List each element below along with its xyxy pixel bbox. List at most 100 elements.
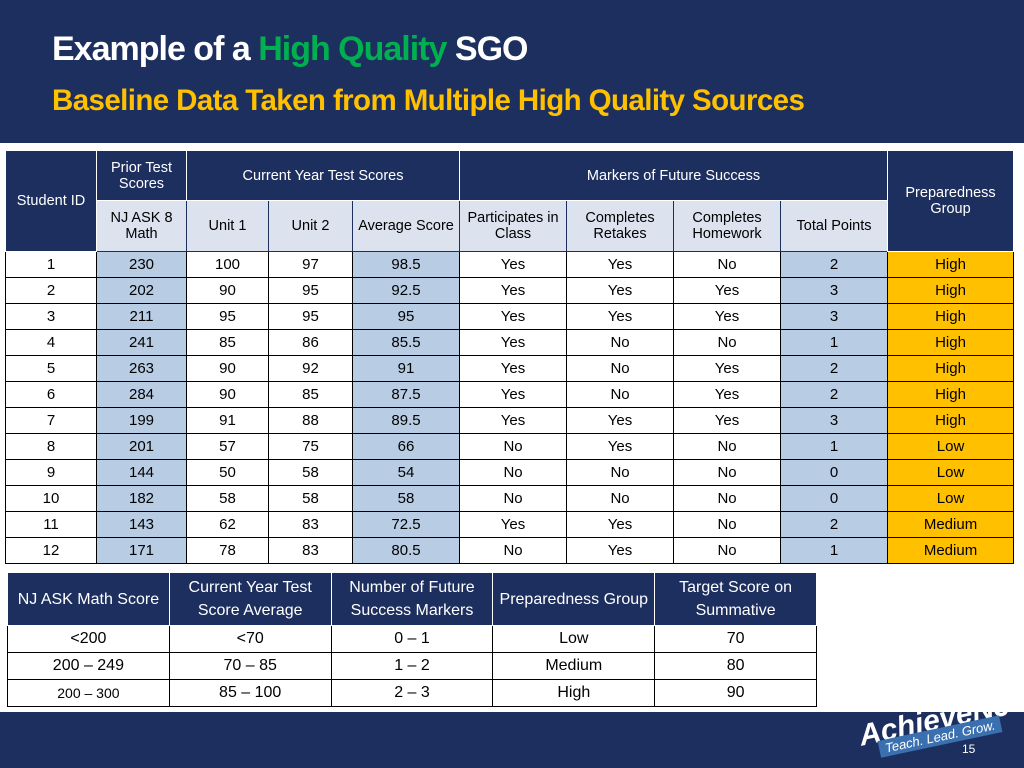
cell: No — [459, 537, 568, 564]
cell: 2 — [780, 355, 889, 382]
row: 200 – 300 85 – 100 2 – 3 High 90 — [7, 679, 817, 707]
cell: Yes — [673, 277, 782, 304]
cell: Medium — [492, 652, 656, 680]
cell: 95 — [268, 303, 353, 330]
cell: 58 — [268, 459, 353, 486]
cell: High — [492, 679, 656, 707]
cell: 85.5 — [351, 329, 461, 356]
cell: No — [459, 433, 568, 460]
cell: 58 — [351, 485, 461, 512]
cell: 10 — [5, 485, 97, 512]
cell: 11 — [5, 511, 97, 538]
cell: Yes — [566, 537, 675, 564]
cell: High — [887, 329, 1015, 356]
cell: 80.5 — [351, 537, 461, 564]
subtitle: Baseline Data Taken from Multiple High Q… — [52, 84, 805, 117]
cell: 62 — [186, 511, 269, 538]
title-suffix: SGO — [454, 30, 529, 68]
cell: Yes — [566, 511, 675, 538]
cell: 182 — [96, 485, 187, 512]
cell: 2 — [780, 381, 889, 408]
cell: <70 — [168, 625, 332, 653]
cell: 58 — [268, 485, 353, 512]
row: 8 201 57 75 66 No Yes No 1 Low — [5, 433, 1015, 460]
cell: 95 — [351, 303, 461, 330]
cell: 241 — [96, 329, 187, 356]
cell: 171 — [96, 537, 187, 564]
cell: 95 — [268, 277, 353, 304]
row: 1 230 100 97 98.5 Yes Yes No 2 High — [5, 251, 1015, 278]
cell: 2 — [780, 251, 889, 278]
cell: Medium — [887, 537, 1015, 564]
cell: High — [887, 251, 1015, 278]
cell: 1 — [5, 251, 97, 278]
header-cell: Preparedness Group — [492, 572, 656, 626]
header-cell: Markers of Future Success — [459, 150, 889, 201]
cell: Yes — [459, 277, 568, 304]
cell: 211 — [96, 303, 187, 330]
row: 9 144 50 58 54 No No No 0 Low — [5, 459, 1015, 486]
cell: 3 — [5, 303, 97, 330]
cell: 263 — [96, 355, 187, 382]
cell: 2 — [5, 277, 97, 304]
cell: 7 — [5, 407, 97, 434]
cell: Yes — [673, 355, 782, 382]
cell: 1 — [780, 433, 889, 460]
cell: Yes — [566, 277, 675, 304]
footer-band — [0, 712, 1024, 768]
cell: 97 — [268, 251, 353, 278]
row: 200 – 249 70 – 85 1 – 2 Medium 80 — [7, 652, 817, 680]
cell: 12 — [5, 537, 97, 564]
header-cell: Student ID — [5, 150, 97, 252]
cell: Yes — [673, 407, 782, 434]
cell: Yes — [673, 303, 782, 330]
cell: No — [566, 329, 675, 356]
cell: 70 – 85 — [168, 652, 332, 680]
cell: 58 — [186, 485, 269, 512]
subheader-cell: Completes Retakes — [566, 200, 675, 252]
cell: No — [459, 459, 568, 486]
cell: 85 — [268, 381, 353, 408]
header-cell: Prior Test Scores — [96, 150, 187, 201]
cell: 50 — [186, 459, 269, 486]
cell: 85 – 100 — [168, 679, 332, 707]
cell: No — [673, 537, 782, 564]
cell: 144 — [96, 459, 187, 486]
cell: High — [887, 381, 1015, 408]
cell: Medium — [887, 511, 1015, 538]
cell: 200 – 249 — [7, 652, 170, 680]
cell: 66 — [351, 433, 461, 460]
cell: 78 — [186, 537, 269, 564]
cell: No — [673, 433, 782, 460]
page-number: 15 — [962, 742, 976, 756]
cell: Yes — [459, 355, 568, 382]
cell: 6 — [5, 381, 97, 408]
cell: 90 — [186, 355, 269, 382]
title-highlight: High Quality — [258, 30, 447, 68]
cell: 9 — [5, 459, 97, 486]
cell: No — [566, 381, 675, 408]
cell: 85 — [186, 329, 269, 356]
cell: 98.5 — [351, 251, 461, 278]
cell: Yes — [566, 303, 675, 330]
cell: Yes — [459, 303, 568, 330]
row: 12 171 78 83 80.5 No Yes No 1 Medium — [5, 537, 1015, 564]
cell: Yes — [566, 251, 675, 278]
title: Example of a High Quality SGO — [52, 30, 529, 69]
row: 6 284 90 85 87.5 Yes No Yes 2 High — [5, 381, 1015, 408]
cell: 1 – 2 — [330, 652, 494, 680]
title-prefix: Example of a — [52, 30, 251, 68]
cell: 201 — [96, 433, 187, 460]
cell: 199 — [96, 407, 187, 434]
cell: 202 — [96, 277, 187, 304]
cell: No — [566, 485, 675, 512]
cell: 70 — [654, 625, 817, 653]
cell: 3 — [780, 407, 889, 434]
row: 4 241 85 86 85.5 Yes No No 1 High — [5, 329, 1015, 356]
header-cell: Target Score on Summative — [654, 572, 817, 626]
cell: 91 — [351, 355, 461, 382]
cell: 2 – 3 — [330, 679, 494, 707]
cell: 80 — [654, 652, 817, 680]
cell: 90 — [654, 679, 817, 707]
cell: Yes — [459, 407, 568, 434]
